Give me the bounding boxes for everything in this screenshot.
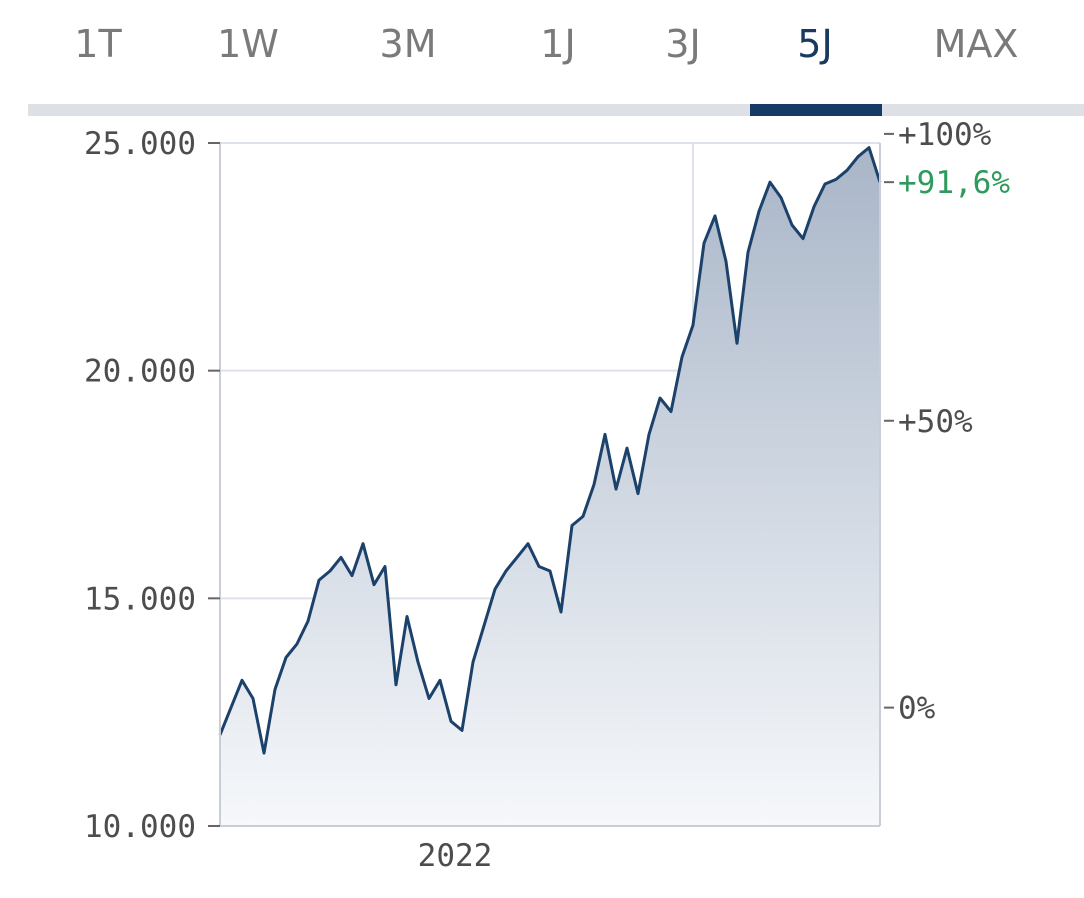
price-line: [218, 146, 882, 755]
y-axis-ticks: 10.000 15.000 20.000 25.000: [84, 126, 220, 845]
active-tab-indicator: [750, 104, 882, 116]
tab-max[interactable]: MAX: [933, 22, 1019, 66]
x-tick-label: 2022: [418, 838, 493, 874]
tab-3j[interactable]: 3J: [665, 22, 701, 66]
tab-1t[interactable]: 1T: [74, 22, 122, 66]
tab-1j[interactable]: 1J: [540, 22, 576, 66]
tab-5j[interactable]: 5J: [797, 22, 833, 66]
last-value-label: +91,6%: [898, 165, 1010, 201]
price-chart: 10.000 15.000 20.000 25.000 0% +50% +100% +91,…: [84, 120, 1010, 874]
tab-rail: [28, 104, 1084, 116]
pct-tick-label: +50%: [898, 404, 973, 440]
x-axis-ticks: 2022: [418, 838, 493, 874]
y-tick-label: 20.000: [84, 354, 196, 390]
tab-3m[interactable]: 3M: [379, 22, 437, 66]
pct-axis-ticks: 0% +50% +100% +91,6%: [884, 120, 1010, 727]
pct-tick-label: 0%: [898, 691, 936, 727]
y-tick-label: 25.000: [84, 126, 196, 162]
period-tabs: 1T 1W 3M 1J 3J 5J MAX: [28, 0, 1084, 118]
tab-1w[interactable]: 1W: [217, 22, 279, 66]
y-tick-label: 15.000: [84, 581, 196, 617]
price-area: [220, 147, 880, 827]
y-tick-label: 10.000: [84, 809, 196, 845]
pct-tick-label: +100%: [898, 120, 992, 153]
